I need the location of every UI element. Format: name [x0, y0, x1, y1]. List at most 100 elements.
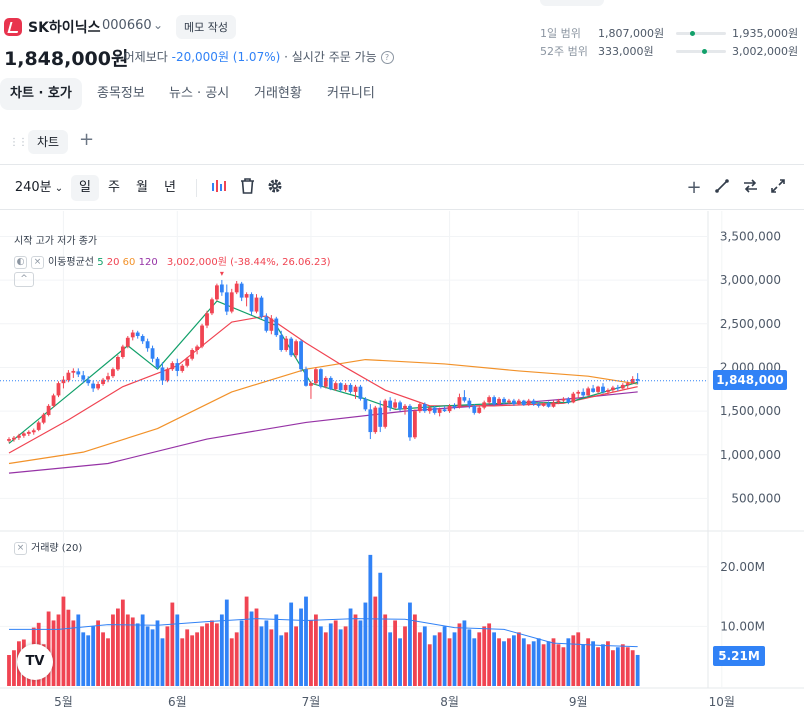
volume-bar	[581, 644, 586, 686]
toolbar-divider-line	[0, 209, 804, 210]
candle-body	[546, 403, 551, 407]
ma5-label: 5	[97, 257, 104, 268]
tab-trading[interactable]: 거래현황	[254, 86, 302, 101]
price-change-line: · 어제보다 -20,000원 (1.07%) · 실시간 주문 가능 ?	[116, 48, 394, 65]
candle-body	[46, 405, 51, 416]
volume-bar	[7, 655, 11, 686]
volume-bar	[210, 620, 214, 686]
volume-bar	[284, 632, 289, 686]
candle-body	[348, 384, 353, 392]
candle-body	[413, 411, 417, 438]
visibility-icon[interactable]: ◐	[14, 255, 27, 269]
candle-body	[477, 407, 482, 413]
volume-bar	[299, 608, 303, 686]
tab-community[interactable]: 커뮤니티	[327, 86, 375, 101]
fullscreen-icon[interactable]	[767, 175, 789, 201]
candle-body	[239, 283, 244, 298]
help-icon[interactable]: ?	[380, 51, 394, 64]
candle-body	[190, 349, 195, 359]
memo-button[interactable]: 메모 작성	[176, 15, 236, 39]
draw-line-icon[interactable]	[711, 175, 733, 201]
period-week[interactable]: 주	[108, 180, 120, 195]
close-icon[interactable]: ×	[31, 255, 44, 269]
volume-bar	[442, 626, 447, 686]
candle-body	[432, 407, 437, 413]
volume-bar	[368, 554, 373, 686]
candle-body	[586, 388, 591, 396]
y-tick-label: 3,500,000	[720, 229, 781, 243]
volume-bar	[413, 614, 417, 686]
period-year[interactable]: 년	[164, 180, 176, 195]
volume-bar	[279, 635, 284, 686]
candle-body	[333, 383, 338, 390]
volume-bar	[507, 638, 511, 686]
trash-icon[interactable]	[236, 175, 258, 201]
candle-body	[31, 430, 36, 433]
candle-body	[195, 346, 199, 350]
chart-area[interactable]: 5월 6월 7월 8월 9월 10월 3,500,000 3,000,000 2,500,000…	[0, 211, 804, 727]
toolbar-divider	[196, 179, 197, 197]
volume-bar	[556, 644, 561, 686]
indicator-icon[interactable]	[208, 175, 230, 201]
candle-body	[442, 409, 447, 412]
tab-chart-quote[interactable]: 차트 · 호가	[0, 78, 82, 110]
candle-body	[36, 422, 41, 430]
x-tick-label: 9월	[569, 695, 588, 709]
candle-body	[571, 393, 576, 403]
volume-bar	[155, 620, 160, 686]
candle-body	[205, 313, 209, 326]
candle-body	[259, 297, 264, 317]
volume-bar	[576, 632, 581, 686]
volume-bar	[215, 623, 219, 686]
add-tab-icon[interactable]: +	[79, 129, 95, 150]
volume-bar	[195, 632, 199, 686]
volume-bar	[259, 626, 264, 686]
candle-body	[611, 387, 615, 391]
candle-body	[526, 400, 531, 405]
stock-name[interactable]: SK하이닉스	[28, 20, 101, 36]
candle-body	[314, 369, 318, 384]
collapse-legend-button[interactable]: ^	[14, 272, 38, 287]
volume-bar	[323, 632, 328, 686]
volume-bar	[383, 614, 388, 686]
candle-body	[482, 402, 487, 408]
candle-body	[427, 407, 432, 412]
candle-body	[111, 369, 115, 377]
price-volume-chart[interactable]: 5월 6월 7월 8월 9월 10월 3,500,000 3,000,000 2,500,000…	[0, 211, 804, 727]
period-month[interactable]: 월	[136, 180, 148, 195]
gear-icon[interactable]	[264, 175, 286, 201]
candle-body	[26, 431, 31, 434]
tab-stock-info[interactable]: 종목정보	[97, 86, 145, 101]
tradingview-logo[interactable]: TV	[17, 644, 53, 680]
day-range-marker	[689, 30, 695, 36]
add-indicator-icon[interactable]: +	[686, 177, 702, 198]
period-day[interactable]: 일	[71, 175, 99, 201]
volume-bar	[81, 632, 86, 686]
volume-bar	[234, 632, 239, 686]
volume-bar	[566, 638, 571, 686]
volume-bar	[561, 647, 566, 686]
volume-bar	[551, 638, 556, 686]
ma60-line	[8, 358, 638, 465]
candle-body	[294, 341, 298, 356]
candle-body	[66, 372, 71, 381]
candle-body	[234, 283, 239, 293]
candle-body	[497, 398, 501, 405]
compare-icon[interactable]	[739, 175, 761, 201]
candle-body	[41, 414, 46, 423]
volume-tick-label: 20.00M	[720, 560, 765, 574]
tab-chart[interactable]: 차트	[28, 130, 69, 154]
volume-bar	[333, 620, 338, 686]
volume-bar	[467, 629, 472, 686]
volume-bar	[462, 620, 467, 686]
chevron-down-icon[interactable]: ⌄	[153, 18, 164, 32]
volume-bar	[591, 641, 595, 686]
interval-select[interactable]: 240분 ⌄	[10, 175, 68, 201]
volume-bar	[417, 632, 422, 686]
drag-handle-icon[interactable]: ⋮⋮	[9, 137, 28, 148]
volume-bar	[304, 596, 308, 686]
close-icon[interactable]: ×	[14, 541, 27, 555]
volume-bar	[244, 596, 249, 686]
tab-news[interactable]: 뉴스 · 공시	[169, 86, 230, 101]
candle-body	[581, 391, 586, 396]
